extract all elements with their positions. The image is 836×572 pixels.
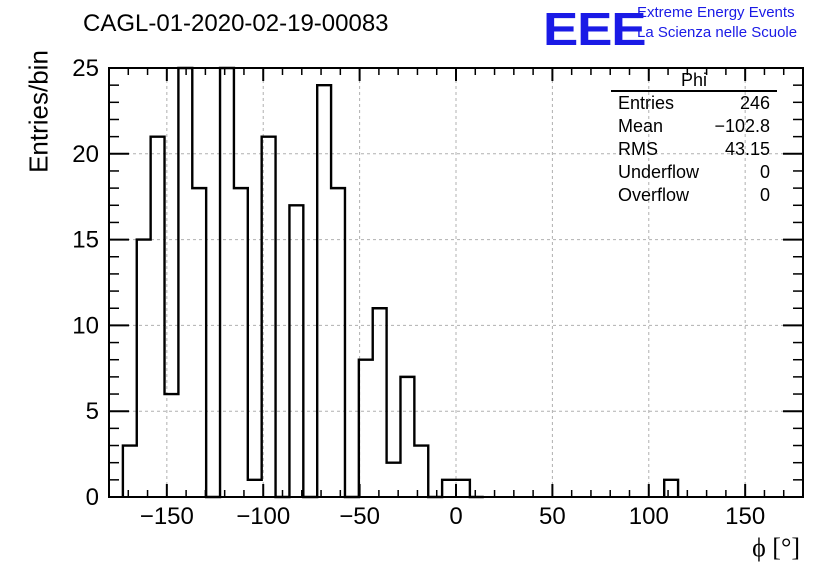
stats-row-mean: Mean −102.8 bbox=[611, 115, 777, 138]
stats-key: Mean bbox=[618, 116, 664, 136]
stats-key: Overflow bbox=[618, 185, 690, 205]
logo-line-2: La Scienza nelle Scuole bbox=[637, 24, 798, 41]
stats-value: 0 bbox=[759, 162, 770, 182]
y-tick-label: 25 bbox=[72, 55, 99, 82]
tick-labels: −150 −100 −50 0 50 100 150 0 5 10 15 20 25 bbox=[72, 55, 765, 530]
stats-value: 43.15 bbox=[724, 139, 770, 159]
histogram-outline bbox=[121, 66, 680, 499]
x-tick-label: −50 bbox=[339, 503, 380, 530]
x-tick-label: 100 bbox=[629, 503, 669, 530]
chart-title: CAGL-01-2020-02-19-00083 bbox=[83, 10, 389, 37]
eee-logo: EEE bbox=[543, 3, 647, 55]
axis-ticks bbox=[109, 67, 803, 498]
x-tick-label: 0 bbox=[449, 503, 462, 530]
y-tick-label: 10 bbox=[72, 312, 99, 339]
y-axis-label: Entries/bin bbox=[23, 50, 54, 173]
x-tick-label: −150 bbox=[140, 503, 194, 530]
y-tick-label: 0 bbox=[86, 484, 99, 511]
stats-key: RMS bbox=[618, 139, 658, 159]
y-tick-label: 5 bbox=[86, 398, 99, 425]
stats-row-overflow: Overflow 0 bbox=[611, 184, 777, 207]
stats-row-underflow: Underflow 0 bbox=[611, 161, 777, 184]
x-tick-label: −100 bbox=[236, 503, 290, 530]
logo-line-1: Extreme Energy Events bbox=[637, 4, 795, 21]
stats-value: −102.8 bbox=[714, 116, 770, 136]
stats-key: Underflow bbox=[618, 162, 700, 182]
histogram-bin-group bbox=[663, 478, 680, 497]
y-tick-label: 20 bbox=[72, 141, 99, 168]
histogram-bin-group bbox=[121, 66, 484, 499]
stats-title: Phi bbox=[611, 70, 777, 92]
stats-key: Entries bbox=[618, 93, 675, 113]
stats-value: 246 bbox=[739, 93, 770, 113]
stats-row-entries: Entries 246 bbox=[611, 92, 777, 115]
x-tick-label: 50 bbox=[539, 503, 566, 530]
x-tick-label: 150 bbox=[725, 503, 765, 530]
stats-box: Phi Entries 246 Mean −102.8 RMS 43.15 Un… bbox=[611, 70, 777, 207]
stats-value: 0 bbox=[759, 185, 770, 205]
stats-row-rms: RMS 43.15 bbox=[611, 138, 777, 161]
y-tick-label: 15 bbox=[72, 227, 99, 254]
x-axis-label: ϕ [°] bbox=[752, 533, 800, 562]
